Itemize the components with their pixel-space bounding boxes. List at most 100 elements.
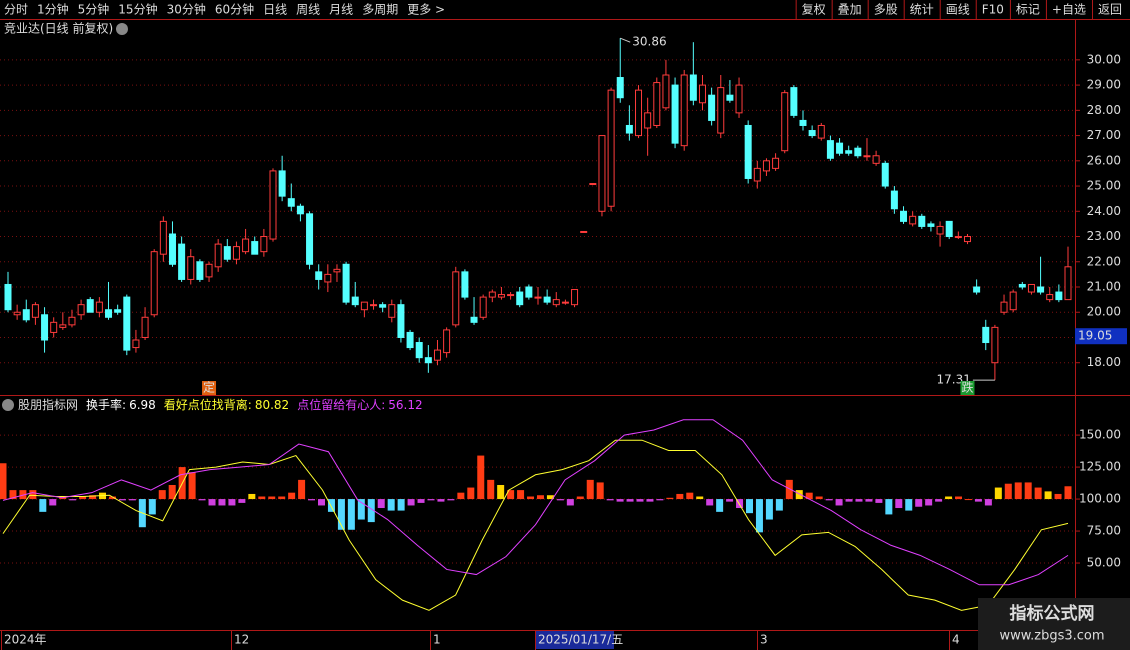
candle-body — [552, 299, 560, 306]
histogram-bar — [198, 499, 206, 501]
toolbar-button[interactable]: 30分钟 — [167, 2, 206, 17]
date-axis: 2024年 12 1 2025/01/17/五 3 4 — [1, 631, 960, 650]
candle-body — [936, 225, 944, 235]
histogram-bar — [895, 499, 903, 509]
candle-body — [388, 304, 396, 318]
candle-body — [31, 304, 39, 318]
histogram-bar — [397, 499, 405, 511]
candle-body — [287, 198, 295, 207]
histogram-bar — [616, 499, 624, 502]
histogram-bar — [327, 499, 335, 512]
toolbar-button[interactable]: F10 — [982, 3, 1004, 17]
toolbar-button[interactable]: 1分钟 — [37, 2, 69, 17]
candle-body — [973, 286, 981, 293]
histogram-bar — [278, 496, 286, 500]
candle-body — [680, 74, 688, 147]
toolbar-button[interactable]: 日线 — [263, 3, 287, 17]
candle-body — [424, 357, 432, 364]
toolbar-button[interactable]: 5分钟 — [78, 2, 110, 17]
y-tick-label: 24.00 — [1087, 204, 1121, 218]
toolbar-button[interactable]: 返回 — [1098, 3, 1122, 17]
y-tick-label: 29.00 — [1087, 78, 1121, 92]
histogram-bar — [865, 499, 873, 502]
candle-body — [205, 263, 213, 278]
candle-body — [653, 82, 661, 126]
histogram-bar — [407, 499, 415, 506]
toolbar-button[interactable]: 叠加 — [838, 3, 862, 17]
toolbar-button[interactable]: 分时 — [4, 3, 28, 17]
x-tick-label: 3 — [760, 633, 768, 647]
candle-body — [781, 92, 789, 152]
x-tick-label: 12 — [234, 633, 249, 647]
candle-body — [342, 263, 350, 303]
candle-body — [644, 112, 652, 129]
histogram-bar — [1064, 486, 1072, 500]
toolbar-button[interactable]: +自选 — [1052, 3, 1086, 17]
toolbar-button[interactable]: 更多 > — [407, 3, 445, 17]
toolbar-button[interactable]: 标记 — [1016, 3, 1040, 17]
y-tick-label: 23.00 — [1087, 229, 1121, 243]
histogram-bar — [805, 492, 813, 500]
histogram-bar — [218, 499, 226, 506]
candle-body — [141, 316, 149, 338]
watermark-box — [978, 598, 1130, 650]
histogram-bar — [29, 490, 37, 500]
candle-body — [744, 124, 752, 179]
y-tick-label: 20.00 — [1087, 305, 1121, 319]
annotation-arrow — [620, 37, 631, 43]
toolbar-button[interactable]: 60分钟 — [215, 2, 254, 17]
candle-body — [507, 294, 515, 297]
y-tick-label: 27.00 — [1087, 128, 1121, 142]
histogram-bar — [69, 499, 77, 501]
candle-body — [571, 289, 579, 306]
candle-body — [360, 301, 368, 311]
toolbar-button[interactable]: 画线 — [946, 3, 970, 17]
y-tick-label: 125.00 — [1079, 460, 1121, 474]
histogram-bar — [964, 499, 972, 501]
candle-body — [13, 311, 21, 316]
histogram-bar — [337, 499, 345, 530]
candle-body — [534, 296, 542, 299]
histogram-bar — [546, 495, 554, 500]
candle-body — [753, 167, 761, 182]
histogram-bar — [168, 484, 176, 500]
candle-body — [799, 119, 807, 126]
candle-body — [77, 304, 85, 316]
candle-body — [991, 326, 999, 364]
toolbar-button[interactable]: 15分钟 — [118, 2, 157, 17]
toolbar-button[interactable]: 统计 — [910, 3, 934, 17]
candle-body — [762, 160, 770, 172]
histogram-bar — [636, 499, 644, 502]
toolbar-button[interactable]: 多周期 — [362, 3, 398, 17]
indicator-title: 股朋指标网 — [18, 397, 78, 412]
histogram-bar — [785, 479, 793, 500]
candle-body — [817, 124, 825, 139]
histogram-bar — [357, 499, 365, 520]
histogram-bar — [706, 499, 714, 506]
indicator-panel: 50.00 75.00 100.00 125.00 150.00 股朋指标网 换手率: 6.9… — [0, 397, 1121, 611]
toolbar-button[interactable]: 周线 — [296, 3, 320, 17]
last-price-label: 19.05 — [1078, 329, 1112, 343]
high-label: 30.86 — [632, 35, 666, 49]
candle-body — [68, 316, 76, 326]
candle-body — [963, 236, 971, 243]
toolbar-button[interactable]: 多股 — [874, 3, 898, 17]
candle-body — [150, 251, 158, 316]
candle-body — [826, 140, 834, 159]
candle-body — [114, 309, 122, 313]
histogram-bar — [79, 496, 87, 500]
candle-body — [982, 326, 990, 344]
candle-body — [351, 296, 359, 306]
histogram-bar — [467, 487, 475, 500]
y-tick-label: 50.00 — [1087, 556, 1121, 570]
histogram-bar — [656, 499, 664, 501]
candle-body — [543, 296, 551, 303]
y-tick-label: 75.00 — [1087, 524, 1121, 538]
candle-body — [1064, 266, 1072, 301]
histogram-bar — [437, 499, 445, 502]
candle-body — [159, 220, 167, 255]
toolbar-button[interactable]: 复权 — [802, 3, 826, 17]
watermark-url: www.zbgs3.com — [999, 629, 1104, 644]
toolbar-button[interactable]: 月线 — [329, 3, 353, 17]
candle-body — [890, 190, 898, 210]
